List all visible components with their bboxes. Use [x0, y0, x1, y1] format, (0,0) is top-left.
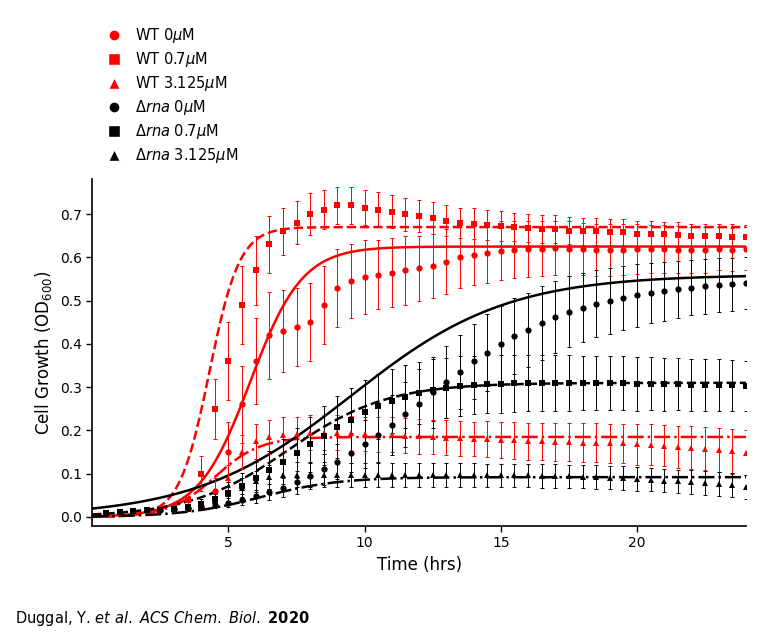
Y-axis label: Cell Growth (OD$_{600}$): Cell Growth (OD$_{600}$) [33, 271, 55, 435]
X-axis label: Time (hrs): Time (hrs) [377, 556, 461, 574]
Legend: WT 0$\mu$M, WT 0.7$\mu$M, WT 3.125$\mu$M, $\Delta$$\it{rna}$ 0$\mu$M, $\Delta$$\: WT 0$\mu$M, WT 0.7$\mu$M, WT 3.125$\mu$M… [99, 26, 238, 165]
Text: Duggal, Y. $et\ al.$ $\it{ACS\ Chem.\ Biol.}$ $\bf{2020}$: Duggal, Y. $et\ al.$ $\it{ACS\ Chem.\ Bi… [15, 609, 310, 628]
